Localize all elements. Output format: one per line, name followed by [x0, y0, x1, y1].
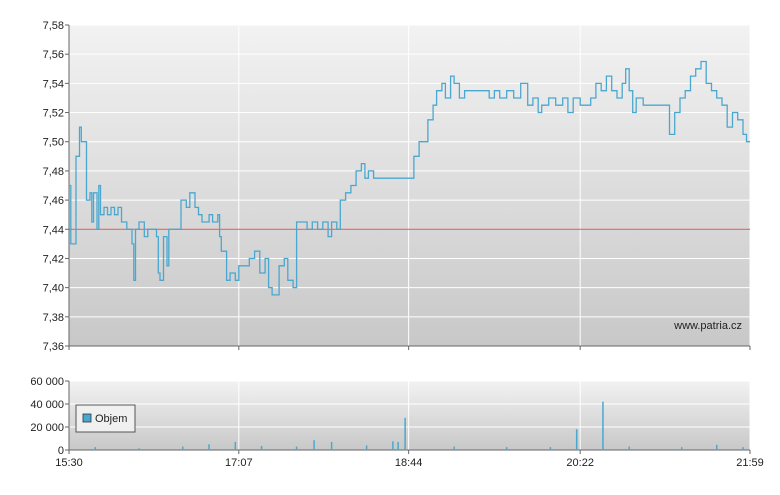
volume-bar — [404, 417, 406, 450]
watermark: www.patria.cz — [673, 320, 742, 332]
price-x-tickmarks — [68, 346, 751, 350]
price-plot-area — [69, 25, 750, 346]
x-tick-label: 20:22 — [566, 457, 594, 469]
volume-bar — [295, 446, 298, 450]
x-tick-label: 15:30 — [55, 457, 83, 469]
volume-bar — [715, 444, 718, 450]
price-y-tick-label: 7,56 — [43, 49, 64, 61]
volume-bar — [313, 440, 315, 450]
volume-y-tick-label: 60 000 — [30, 376, 64, 388]
x-tick-label: 18:44 — [395, 457, 423, 469]
volume-bar — [138, 448, 140, 450]
price-y-tick-label: 7,44 — [43, 224, 64, 236]
volume-bar — [208, 444, 210, 450]
volume-bar — [94, 447, 97, 450]
volume-bar — [397, 441, 399, 450]
volume-y-axis: 60 000 40 000 20 000 0 — [30, 376, 750, 457]
price-y-tick-label: 7,38 — [43, 312, 64, 324]
legend-label: Objem — [95, 413, 127, 425]
price-y-tick-label: 7,40 — [43, 283, 64, 295]
price-y-tick-label: 7,46 — [43, 195, 64, 207]
price-y-tick-label: 7,50 — [43, 137, 64, 149]
volume-bar — [742, 447, 744, 450]
x-axis: 15:30 17:07 18:44 20:22 21:59 — [55, 450, 764, 469]
price-y-tick-label: 7,58 — [43, 20, 64, 32]
volume-bar — [680, 447, 683, 450]
volume-bars — [94, 401, 744, 450]
volume-bar — [602, 401, 604, 450]
price-y-tick-label: 7,54 — [43, 78, 64, 90]
volume-bar — [365, 445, 368, 450]
volume-bar — [392, 441, 394, 450]
volume-bar — [182, 446, 184, 450]
volume-bar — [453, 446, 455, 450]
volume-bar — [628, 446, 630, 450]
legend-swatch — [82, 413, 92, 423]
volume-y-tick-label: 20 000 — [30, 422, 64, 434]
volume-bar — [505, 447, 508, 450]
volume-bar — [234, 441, 237, 450]
volume-bar — [330, 441, 333, 450]
price-y-tick-label: 7,52 — [43, 108, 64, 120]
price-y-tick-label: 7,48 — [43, 166, 64, 178]
volume-legend: Objem — [75, 404, 136, 433]
volume-bar — [575, 429, 578, 450]
volume-bar — [549, 447, 552, 450]
x-tick-label: 17:07 — [225, 457, 253, 469]
volume-bar — [260, 445, 263, 450]
x-tick-label: 21:59 — [736, 457, 764, 469]
price-y-tick-label: 7,36 — [43, 341, 64, 353]
price-y-tick-label: 7,42 — [43, 253, 64, 265]
volume-y-tick-label: 0 — [58, 445, 64, 457]
price-series-line — [69, 60, 750, 296]
volume-y-tick-label: 40 000 — [30, 399, 64, 411]
volume-plot-area — [69, 381, 750, 450]
